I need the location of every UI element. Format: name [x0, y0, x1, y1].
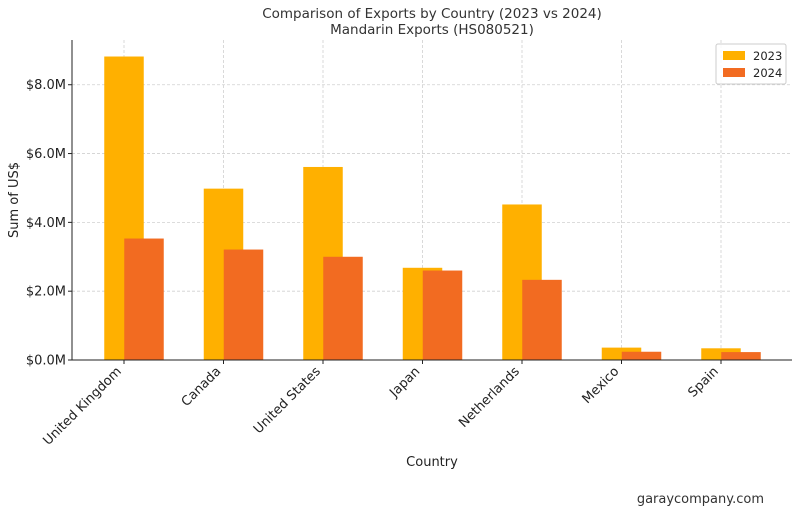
legend-swatch-2023	[723, 51, 745, 60]
bar-2024-japan	[422, 270, 463, 360]
legend: 2023 2024	[715, 43, 787, 85]
bar-2023-spain	[701, 348, 741, 360]
bar-2024-united-kingdom	[124, 238, 164, 360]
bar-2024-canada	[223, 249, 264, 360]
x-tick-label: Mexico	[580, 364, 623, 407]
y-ticks: $0.0M $2.0M $4.0M $6.0M $8.0M	[26, 78, 72, 369]
watermark: garaycompany.com	[636, 492, 764, 507]
y-axis-label: Sum of US$	[7, 162, 22, 238]
legend-swatch-2024	[723, 68, 745, 77]
chart-title: Comparison of Exports by Country (2023 v…	[262, 6, 602, 22]
x-tick-label: United Kingdom	[40, 364, 124, 448]
y-tick-label: $8.0M	[26, 78, 66, 93]
bar-2024-mexico	[621, 351, 662, 360]
y-tick-label: $4.0M	[26, 216, 66, 231]
x-tick-label: Japan	[386, 364, 423, 401]
legend-label-2024: 2024	[753, 66, 782, 80]
y-tick-label: $2.0M	[26, 285, 66, 300]
x-axis-label: Country	[406, 455, 458, 470]
chart-subtitle: Mandarin Exports (HS080521)	[330, 22, 534, 38]
bar-2024-netherlands	[522, 279, 562, 360]
bars	[104, 56, 761, 361]
x-ticks: United Kingdom Canada United States Japan Ne…	[40, 360, 722, 449]
bar-2024-united-states	[323, 256, 363, 360]
x-tick-label: Spain	[686, 364, 722, 400]
axes	[71, 40, 792, 361]
x-tick-label: Canada	[179, 364, 225, 410]
y-tick-label: $6.0M	[26, 147, 66, 162]
bar-2024-spain	[721, 352, 761, 360]
y-tick-label: $0.0M	[26, 354, 66, 369]
x-tick-label: Netherlands	[456, 364, 523, 431]
x-tick-label: United States	[251, 364, 324, 437]
legend-label-2023: 2023	[753, 49, 782, 63]
